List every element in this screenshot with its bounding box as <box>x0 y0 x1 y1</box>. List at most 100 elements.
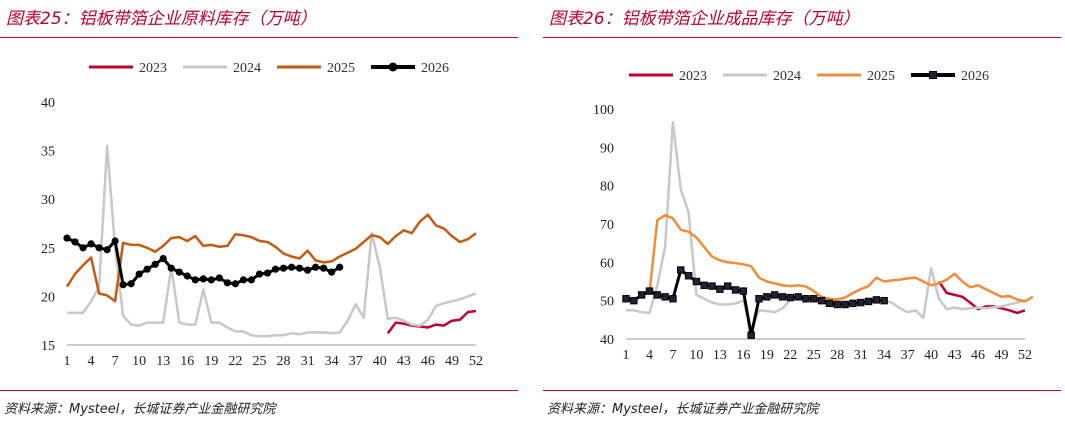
y-tick-label: 35 <box>41 145 55 160</box>
y-tick-label: 50 <box>600 295 614 310</box>
series-2026-point <box>71 238 79 246</box>
series-2026-point <box>833 300 841 309</box>
series-2025-line <box>65 213 477 303</box>
legend-label-2026: 2026 <box>961 69 989 84</box>
x-tick-label: 28 <box>277 354 291 369</box>
x-tick-label: 43 <box>948 348 962 363</box>
y-tick-label: 80 <box>600 180 614 195</box>
series-2026-point <box>763 293 771 301</box>
series-2024-line <box>67 144 477 338</box>
series-2026-point <box>849 299 857 308</box>
figure-25-panel: 图表25：铝板带箔企业原料库存（万吨） 1 4 7 10 13 16 19 22 25 28 31 3… <box>0 0 520 421</box>
x-tick-label: 49 <box>445 354 459 369</box>
series-2026-point <box>825 299 834 308</box>
legend-marker-2026 <box>388 62 398 72</box>
x-tick-label: 22 <box>228 354 242 369</box>
series-2026-point <box>279 264 288 272</box>
y-tick-label: 20 <box>41 290 55 305</box>
y-tick-label: 25 <box>41 242 55 257</box>
y-tick-label: 90 <box>600 141 614 156</box>
legend-label-2023: 2023 <box>139 61 167 76</box>
x-tick-label: 25 <box>252 354 266 369</box>
x-tick-label: 46 <box>971 348 985 363</box>
raw-material-inventory-chart: 1 4 7 10 13 16 19 22 25 28 31 34 37 40 43 46 49 521520253… <box>41 61 483 369</box>
series-2026-point <box>739 287 748 295</box>
series-2026-point <box>103 246 111 254</box>
series-2026-point <box>199 275 207 283</box>
x-tick-label: 4 <box>646 348 653 363</box>
x-tick-label: 1 <box>64 354 71 369</box>
x-tick-label: 37 <box>349 354 363 369</box>
series-2026-point <box>817 296 826 305</box>
x-tick-label: 4 <box>88 354 95 369</box>
series-2026-point <box>127 280 135 288</box>
series-2026-point <box>645 287 654 295</box>
series-2026-point <box>239 276 248 284</box>
x-tick-label: 40 <box>373 354 387 369</box>
series-2026-point <box>841 300 849 309</box>
series-2026-point <box>653 291 661 299</box>
series-2026-point <box>802 295 810 303</box>
series-2026-point <box>794 293 802 301</box>
source-rule <box>0 390 518 391</box>
x-tick-label: 43 <box>397 354 411 369</box>
x-tick-label: 22 <box>783 348 797 363</box>
series-2026-point <box>79 244 87 252</box>
series-2026-point <box>223 279 231 287</box>
series-2026-point <box>312 263 320 271</box>
x-tick-label: 7 <box>669 348 676 363</box>
series-2026-point <box>320 264 328 272</box>
y-tick-label: 15 <box>41 339 55 354</box>
x-tick-label: 52 <box>1018 348 1032 363</box>
figure-26-source: 资料来源：Mysteel，长城证券产业金融研究院 <box>547 402 819 417</box>
series-2026-point <box>770 291 779 299</box>
x-tick-label: 49 <box>995 348 1009 363</box>
x-tick-label: 19 <box>760 348 774 363</box>
x-tick-label: 16 <box>736 348 750 363</box>
series-2026-point <box>135 270 143 278</box>
series-2026-point <box>708 282 716 290</box>
x-tick-label: 40 <box>924 348 938 363</box>
x-tick-label: 31 <box>854 348 868 363</box>
series-2026-point <box>63 234 71 242</box>
series-2026-point <box>255 270 264 278</box>
series-2026-point <box>295 264 304 272</box>
y-tick-label: 100 <box>593 103 614 118</box>
series-2026-point <box>880 296 888 305</box>
series-2026-point <box>724 282 732 290</box>
series-2026-point <box>661 293 669 301</box>
legend-label-2024: 2024 <box>233 61 261 76</box>
series-2026-point <box>872 296 881 304</box>
legend-label-2026: 2026 <box>421 61 449 76</box>
x-tick-label: 1 <box>623 348 630 363</box>
x-tick-label: 37 <box>901 348 915 363</box>
legend-label-2024: 2024 <box>773 69 801 84</box>
series-2026-point <box>263 269 272 277</box>
series-2026-point <box>95 244 103 252</box>
series-2026-point <box>328 268 336 276</box>
finished-goods-inventory-chart: 1 4 7 10 13 16 19 22 25 28 31 34 37 40 43 46 49 52 40 50 60 7… <box>593 69 1034 363</box>
series-2026-point <box>119 281 127 289</box>
series-2026-point <box>778 293 787 301</box>
series-2026-point <box>231 280 240 288</box>
x-tick-label: 13 <box>156 354 170 369</box>
series-2026-point <box>630 296 638 305</box>
legend-label-2025: 2025 <box>867 69 895 84</box>
x-tick-label: 19 <box>204 354 218 369</box>
title-rule <box>543 37 1061 38</box>
series-2026-point <box>755 295 763 303</box>
x-tick-label: 16 <box>180 354 194 369</box>
x-tick-label: 13 <box>713 348 727 363</box>
series-2026-point <box>857 298 865 307</box>
x-tick-label: 10 <box>689 348 703 363</box>
series-2026-point <box>700 281 708 290</box>
x-tick-label: 46 <box>421 354 435 369</box>
series-2026-point <box>287 263 296 271</box>
legend-label-2025: 2025 <box>327 61 355 76</box>
series-2026-point <box>191 276 199 284</box>
series-2026-point <box>669 295 677 303</box>
x-tick-label: 25 <box>807 348 821 363</box>
series-2026-point <box>151 260 159 268</box>
series-2026-point <box>207 276 215 284</box>
series-2026-point <box>747 331 755 339</box>
